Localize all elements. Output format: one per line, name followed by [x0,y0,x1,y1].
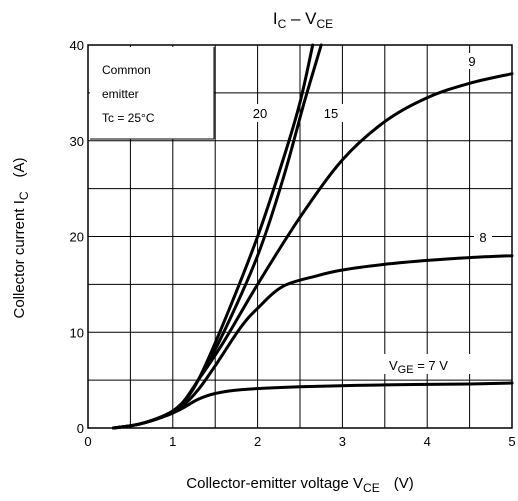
y-axis-title: Collector current IC(A) [11,157,31,318]
y-tick-label: 0 [77,421,84,436]
label-bg-9 [463,53,481,69]
annotation-line-2: emitter [102,87,139,101]
curves [111,43,514,430]
y-tick-label: 40 [70,38,84,53]
annotation-line-1: Common [102,63,151,77]
x-axis-ticks: 0 1 2 3 4 5 [84,434,515,449]
label-bg-15 [318,104,344,122]
label-bg-20 [247,104,273,122]
curve-label-9: 9 [468,54,475,69]
x-tick-label: 4 [424,434,431,449]
x-tick-label: 0 [84,434,91,449]
curve-label-15: 15 [324,106,338,121]
curve-label-20: 20 [253,106,267,121]
x-axis-title: Collector-emitter voltage VCE (V) [186,475,413,495]
label-bg-8 [474,229,492,245]
annotation-box [90,47,214,139]
y-axis-ticks: 0 10 20 30 40 [70,38,84,436]
chart-title: IC – VCE [273,9,333,31]
x-tick-label: 5 [508,434,515,449]
plot-frame [87,44,513,429]
curve-label-vge-7v: VGE = 7 V [389,358,448,376]
curve-vge-20 [111,43,315,430]
y-tick-label: 10 [70,325,84,340]
label-bg-vge [384,354,496,374]
x-tick-label: 3 [339,434,346,449]
curve-label-8: 8 [479,230,486,245]
y-tick-label: 20 [70,230,84,245]
y-tick-label: 30 [70,134,84,149]
x-tick-label: 2 [254,434,261,449]
annotation-line-3: Tc = 25°C [102,111,155,125]
x-tick-label: 1 [169,434,176,449]
